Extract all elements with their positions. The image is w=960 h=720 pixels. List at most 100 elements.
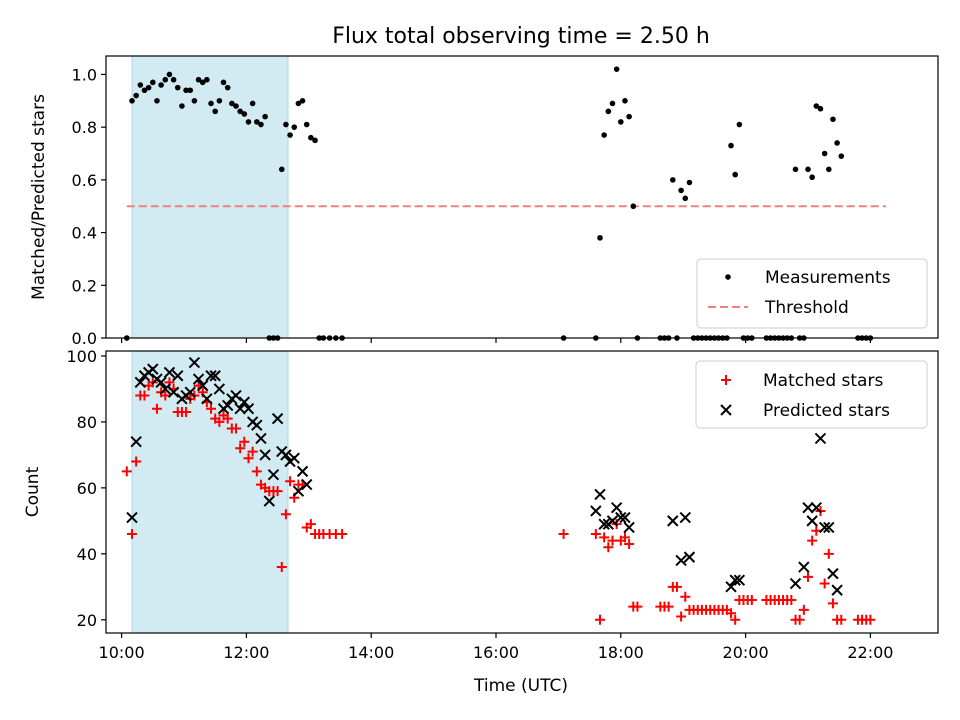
legend-box (696, 258, 928, 329)
measurement-point (224, 84, 231, 91)
measurement-point (817, 105, 824, 112)
chart-title: Flux total observing time = 2.50 h (332, 24, 710, 49)
matched-stars-point (671, 581, 682, 592)
measurement-point (262, 113, 268, 120)
matched-stars-point (865, 614, 876, 625)
measurement-point (618, 119, 624, 125)
measurement-point (291, 124, 298, 130)
predicted-stars-point (814, 432, 827, 445)
measurement-point (245, 119, 252, 125)
predicted-stars-point (679, 511, 691, 524)
matched-stars-point (794, 614, 805, 625)
matched-stars-point (819, 578, 830, 589)
legend-matched-marker (721, 375, 731, 385)
predicted-stars-point (292, 485, 305, 497)
predicted-stars-point (789, 577, 802, 590)
predicted-stars-point (810, 501, 823, 514)
matched-stars-point (603, 542, 614, 553)
count-panel: 20 40 60 80 100 10:00 12:00 14:00 16:00 18:00 20:0… (23, 347, 939, 662)
measurement-point (287, 132, 293, 138)
measurement-point (308, 134, 314, 141)
predicted-stars-point (831, 584, 843, 596)
predicted-stars-point (610, 501, 623, 514)
observing-window-shade (131, 55, 289, 339)
predicted-stars-point (155, 376, 167, 389)
matched-stars-point (803, 571, 813, 582)
measurement-point (129, 98, 135, 104)
predicted-stars-point (159, 383, 171, 395)
matched-stars-point (823, 548, 834, 559)
axes-frame (105, 350, 939, 634)
predicted-stars-point (623, 521, 635, 534)
measurement-point (838, 153, 845, 159)
measurement-point (179, 103, 185, 109)
predicted-stars-point (296, 465, 309, 478)
predicted-stars-point (733, 574, 746, 586)
measurement-point (622, 98, 628, 104)
matched-stars-point (807, 535, 818, 546)
matched-stars-point (231, 423, 241, 434)
matched-stars-point (726, 608, 737, 619)
y-tick-label: 60 (77, 479, 97, 498)
measurement-point (597, 235, 603, 241)
matched-stars-point (663, 601, 674, 612)
measurement-point (212, 108, 218, 115)
measurement-point (145, 84, 152, 91)
predicted-stars-point (188, 356, 201, 369)
measurement-point (208, 100, 214, 107)
x-tick-label: 18:00 (598, 643, 644, 662)
predicted-stars-point (192, 373, 205, 385)
predicted-stars-point (301, 478, 313, 491)
matched-stars-point (811, 525, 822, 536)
measurement-point (299, 98, 306, 104)
measurement-point (241, 111, 248, 117)
matched-stars-point (239, 436, 250, 447)
predicted-stars-point (667, 515, 679, 527)
measurement-point (295, 100, 302, 107)
matched-stars-point (139, 390, 150, 401)
predicted-stars-point (288, 452, 300, 464)
measurement-point (609, 100, 616, 107)
measurement-point (732, 171, 738, 178)
matched-stars-point (595, 614, 605, 625)
matched-stars-point (730, 614, 741, 625)
observing-window-shade (131, 350, 289, 634)
measurement-point (601, 132, 607, 138)
measurement-point (137, 82, 144, 88)
y-axis-label: Matched/Predicted stars (29, 94, 49, 300)
predicted-stars-point (213, 383, 226, 395)
measurement-point (605, 108, 612, 115)
matched-stars-point (624, 538, 635, 549)
measurement-point (626, 113, 632, 120)
predicted-stars-point (615, 511, 627, 524)
measurement-point (736, 121, 743, 128)
measurement-point (249, 100, 256, 107)
matched-stars-point (181, 407, 192, 418)
measurement-point (303, 121, 310, 128)
predicted-stars-point (798, 561, 810, 573)
matched-stars-point (243, 453, 254, 464)
x-tick-label: 20:00 (723, 643, 769, 662)
matched-stars-point (214, 416, 225, 427)
matched-stars-point (827, 598, 838, 609)
matched-stars-point (798, 604, 809, 615)
matched-stars-point (222, 413, 233, 424)
matched-stars-point (746, 595, 757, 606)
predicted-stars-point (827, 567, 839, 580)
matched-stars-point (151, 403, 162, 414)
matched-stars-point (206, 403, 217, 414)
measurement-point (154, 98, 160, 104)
matched-stars-point (235, 443, 246, 454)
matched-stars-point (247, 446, 258, 457)
matched-stars-point (680, 591, 691, 602)
measurement-point (229, 100, 235, 107)
matched-stars-point (558, 529, 569, 540)
measurement-point (813, 103, 820, 109)
matched-stars-point (121, 466, 132, 477)
measurement-point (158, 82, 164, 88)
predicted-stars-point (263, 495, 275, 507)
measurement-point (233, 103, 239, 109)
legend-predicted-marker (720, 404, 732, 416)
predicted-stars-point (205, 370, 217, 382)
measurement-point (220, 79, 227, 86)
